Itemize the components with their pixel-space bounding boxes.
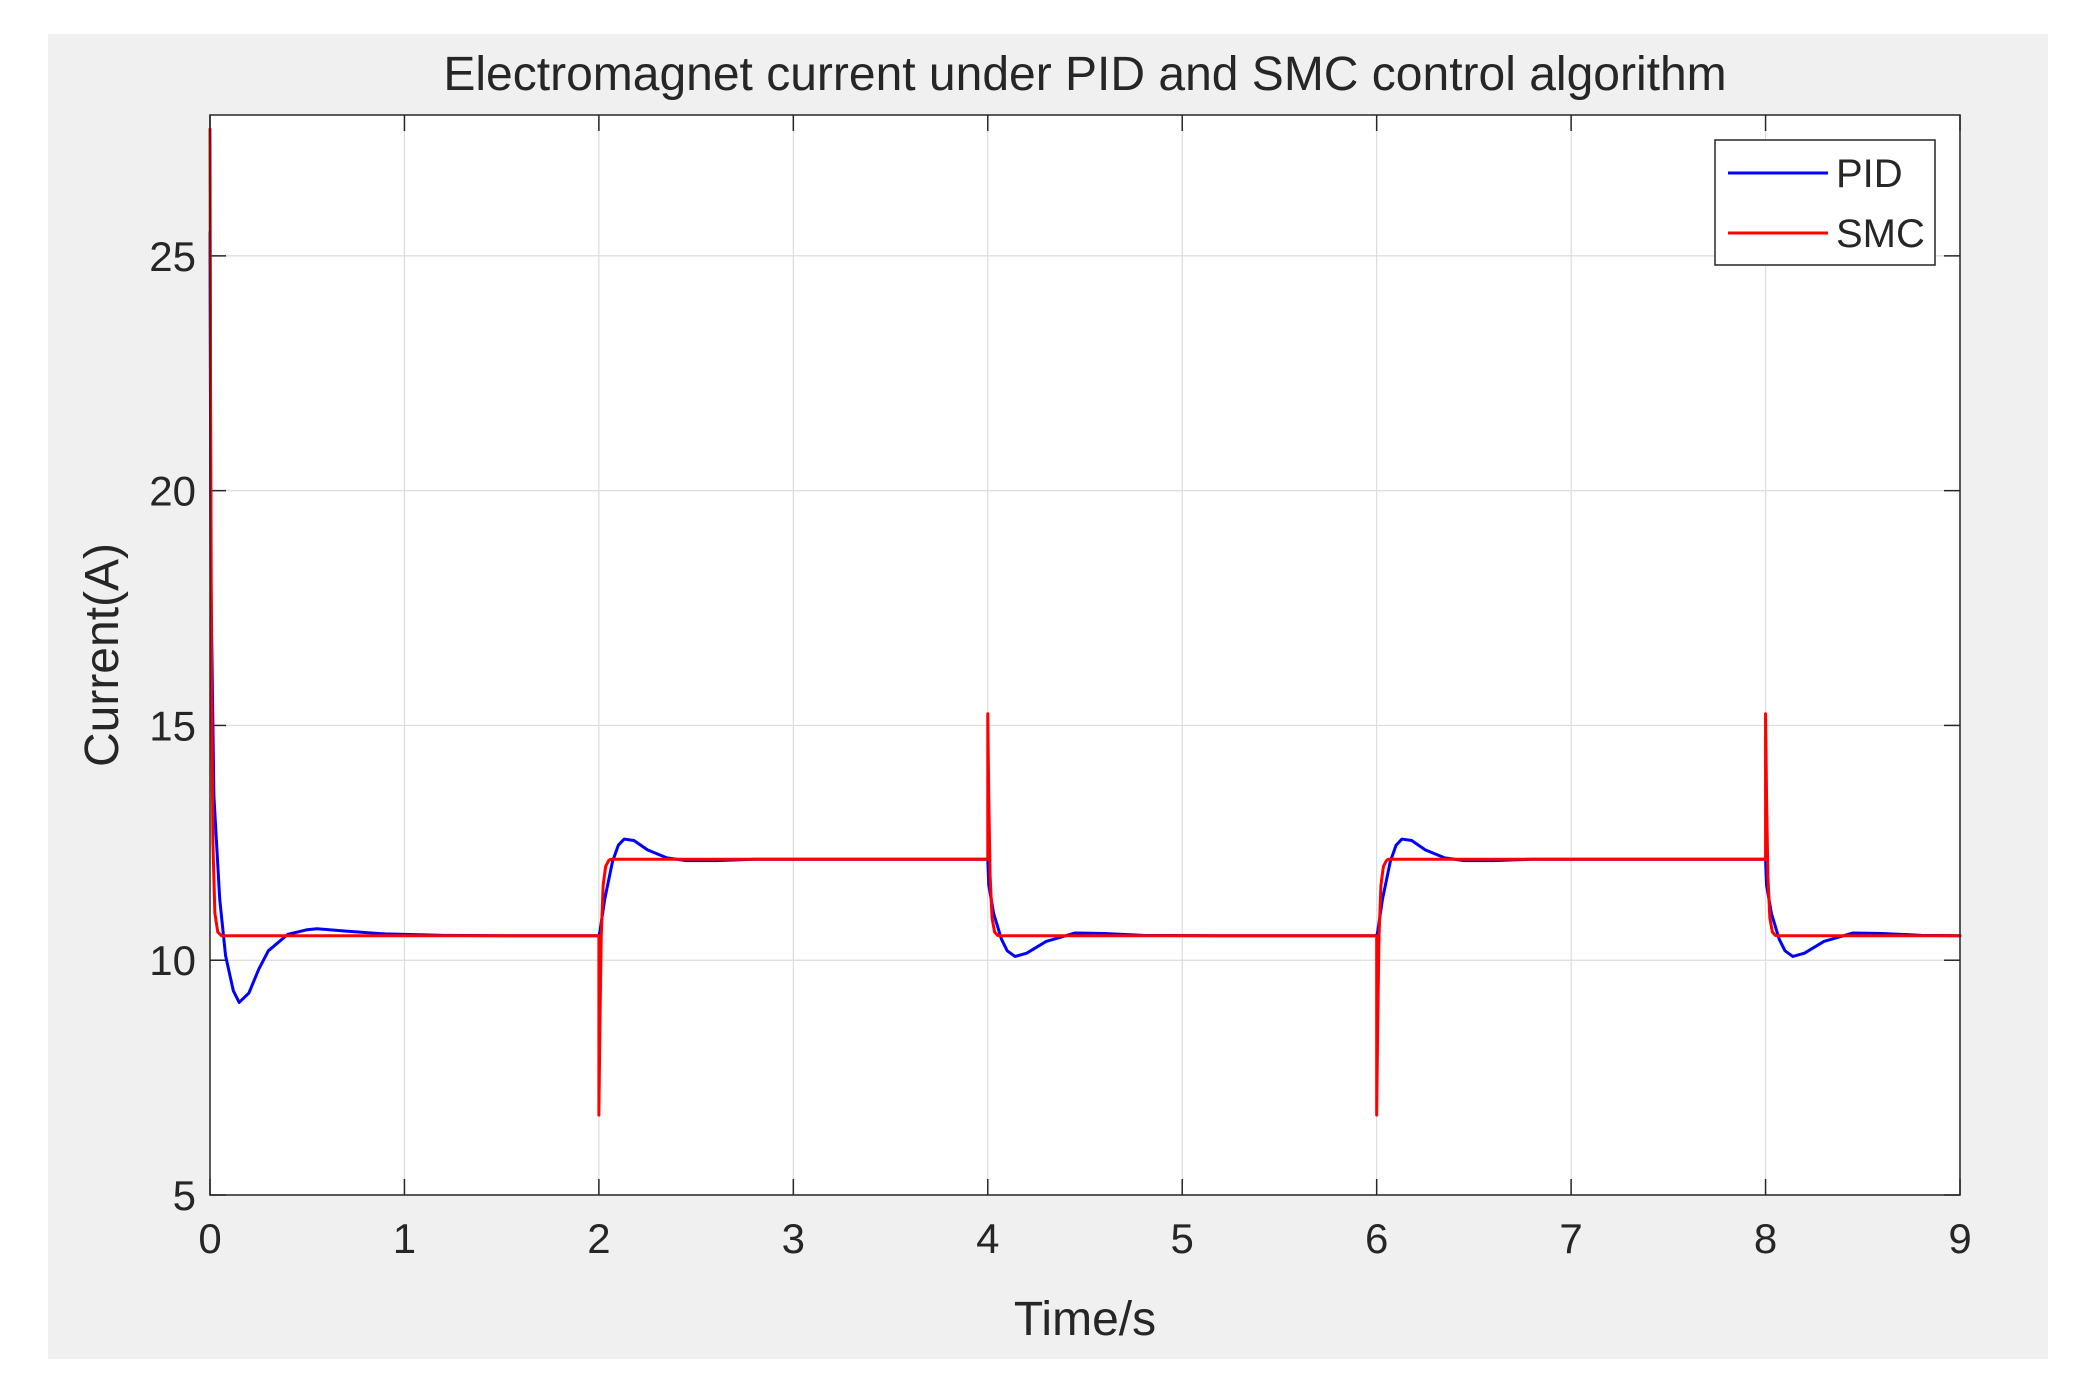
x-tick-label: 8 [1754,1215,1777,1262]
legend-label-smc: SMC [1836,212,1925,256]
legend: PID SMC [1714,139,1936,266]
y-tick-label: 20 [149,468,196,515]
plot-area [210,115,1960,1195]
x-axis-label: Time/s [1014,1293,1156,1346]
x-tick-label: 5 [1171,1215,1194,1262]
series-lines [208,127,1962,1117]
axes-frame [209,114,1961,1196]
x-tick-label: 4 [976,1215,999,1262]
y-tick-label: 15 [149,702,196,749]
x-tick-label: 9 [1948,1215,1971,1262]
legend-label-pid: PID [1836,152,1903,196]
x-tick-label: 0 [198,1215,221,1262]
x-tick-label: 6 [1365,1215,1388,1262]
y-tick-label: 10 [149,937,196,984]
series-line-smc [208,127,1962,1117]
y-axis-label: Current(A) [76,543,129,767]
x-tick-label: 1 [393,1215,416,1262]
y-tick-label: 25 [149,233,196,280]
legend-box [1714,139,1936,266]
x-tick-label: 2 [587,1215,610,1262]
tick-labels: 0 1 2 3 4 5 6 7 8 9 5 10 15 20 25 [149,233,1971,1262]
x-tick-label: 3 [782,1215,805,1262]
chart-title: Electromagnet current under PID and SMC … [443,48,1726,101]
y-tick-label: 5 [173,1172,196,1219]
x-tick-label: 7 [1559,1215,1582,1262]
